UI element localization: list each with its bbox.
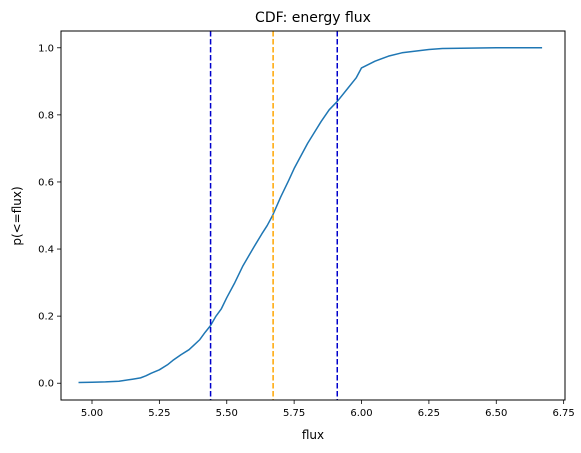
plot-area — [78, 31, 543, 400]
y-tick-label: 0.8 — [38, 110, 54, 121]
x-tick-label: 5.75 — [283, 408, 305, 419]
axes-frame — [60, 30, 566, 401]
x-tick-label: 5.25 — [148, 408, 170, 419]
x-tick-label: 6.50 — [485, 408, 507, 419]
x-tick-label: 5.50 — [216, 408, 238, 419]
y-tick-label: 0.2 — [38, 312, 54, 323]
chart-title: CDF: energy flux — [255, 10, 371, 26]
y-tick-label: 0.4 — [38, 245, 54, 256]
y-tick-label: 1.0 — [38, 43, 54, 54]
y-tick-label: 0.6 — [38, 177, 54, 188]
y-tick-label: 0.0 — [38, 379, 54, 390]
x-tick-label: 6.00 — [350, 408, 372, 419]
x-axis-ticks: 5.00 5.25 5.50 5.75 6.00 6.25 6.50 6.75 — [81, 400, 575, 419]
cdf-line-series — [78, 47, 543, 384]
x-axis-label: flux — [302, 428, 324, 442]
x-tick-label: 5.00 — [81, 408, 103, 419]
y-axis-label: p(<=flux) — [10, 186, 24, 245]
x-tick-label: 6.75 — [553, 408, 575, 419]
y-axis-ticks: 0.0 0.2 0.4 0.6 0.8 1.0 — [38, 43, 61, 390]
x-tick-label: 6.25 — [418, 408, 440, 419]
